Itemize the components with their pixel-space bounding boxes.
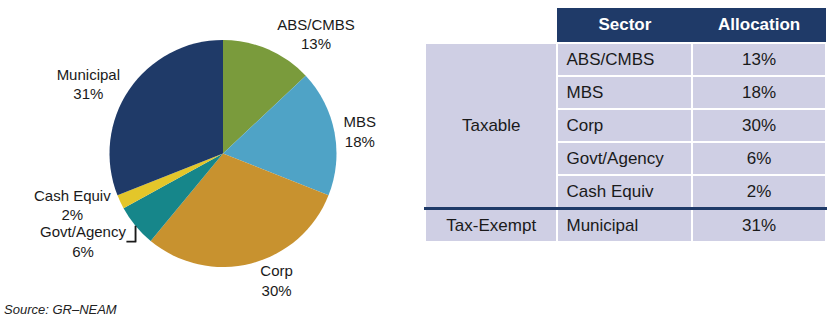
html-text:18%: 18%: [742, 82, 777, 102]
html-text:Corp: Corp: [566, 115, 604, 135]
html-text:31%: 31%: [742, 215, 777, 235]
html-text:Municipal: Municipal: [566, 215, 639, 235]
html-text:Govt/Agency: Govt/Agency: [566, 148, 664, 168]
html-text:MBS: MBS: [566, 82, 604, 102]
html-text:Cash Equiv: Cash Equiv: [566, 181, 654, 201]
html-text:2%: 2%: [746, 181, 772, 201]
html-text:Sector: Sector: [598, 15, 652, 34]
svg-text:Cash Equiv2%: Cash Equiv2%: [34, 187, 111, 224]
svg-text:Corp30%: Corp30%: [260, 262, 293, 299]
svg-text:Municipal31%: Municipal31%: [57, 66, 120, 103]
svg-text:ABS/CMBS13%: ABS/CMBS13%: [277, 16, 355, 53]
html-text:Source: GR–NEAM: Source: GR–NEAM: [4, 302, 117, 317]
svg-text:MBS18%: MBS18%: [344, 113, 377, 150]
html-text:ABS/CMBS: ABS/CMBS: [566, 49, 655, 69]
html-text:Tax-Exempt: Tax-Exempt: [446, 215, 537, 235]
html-text:Allocation: Allocation: [718, 15, 801, 34]
html-text:6%: 6%: [746, 148, 772, 168]
svg-text:Govt/Agency6%: Govt/Agency6%: [40, 223, 126, 260]
html-text:30%: 30%: [742, 115, 777, 135]
html-text:13%: 13%: [742, 49, 777, 69]
html-text:Taxable: Taxable: [461, 115, 521, 135]
